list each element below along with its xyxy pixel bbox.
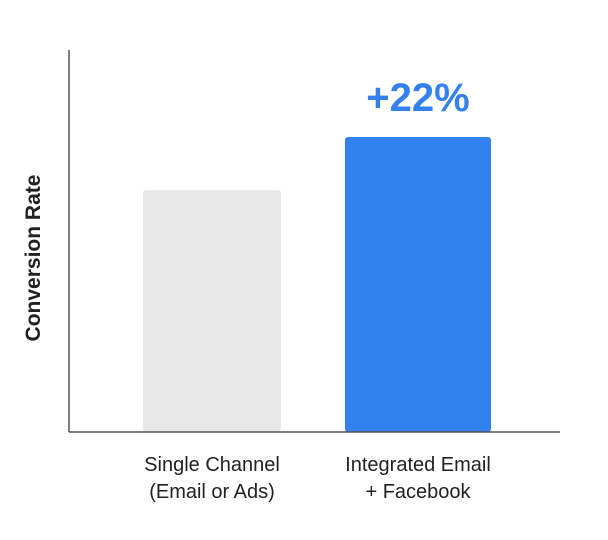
category-label-line: Integrated Email <box>345 454 491 476</box>
bar-1 <box>143 190 281 432</box>
category-label-1: Single Channel (Email or Ads) <box>144 454 280 503</box>
bars-layer <box>143 137 491 432</box>
category-label-2: Integrated Email + Facebook <box>345 454 491 503</box>
category-label-line: + Facebook <box>365 481 471 503</box>
category-label-line: (Email or Ads) <box>149 481 275 503</box>
annotations-layer: +22% <box>366 76 469 120</box>
bar-annotation-1: +22% <box>366 76 469 120</box>
bar-2 <box>345 137 491 432</box>
category-label-line: Single Channel <box>144 454 280 476</box>
axes-layer <box>68 50 560 433</box>
category-labels-layer: Single Channel (Email or Ads) Integrated E… <box>144 454 491 503</box>
y-axis-label: Conversion Rate <box>22 175 45 342</box>
